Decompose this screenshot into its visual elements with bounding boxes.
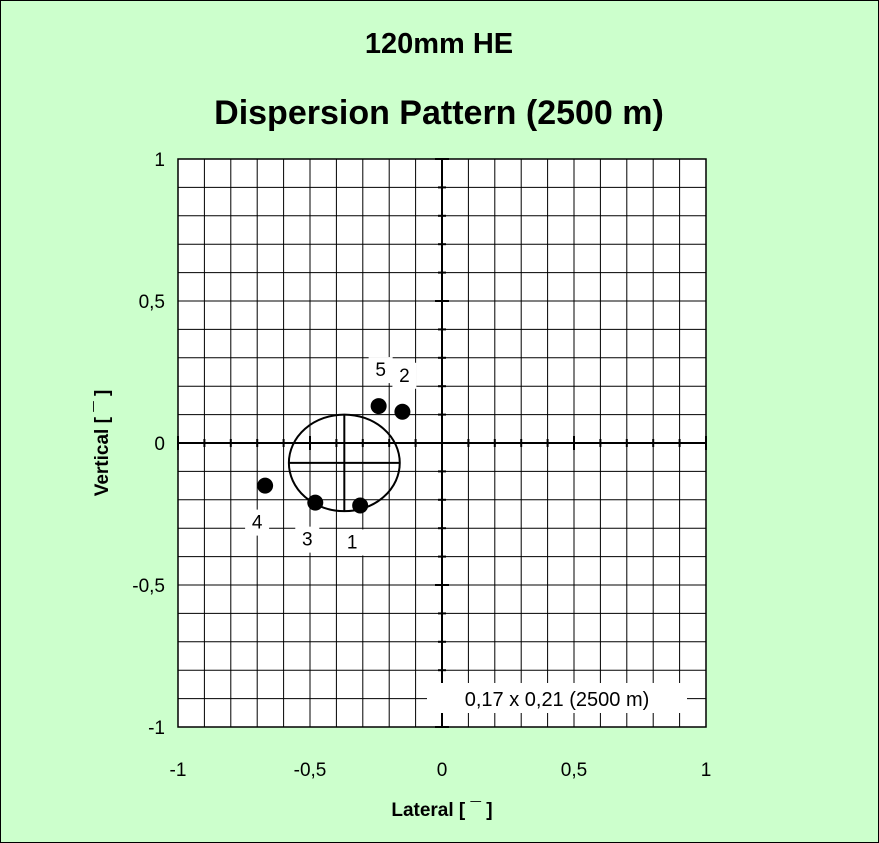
y-tick-label: -0,5 — [132, 576, 165, 597]
point-label: 4 — [252, 513, 263, 534]
y-tick-label: 0,5 — [139, 292, 165, 313]
data-point — [307, 494, 324, 511]
data-point — [394, 403, 411, 420]
x-tick-label: 0 — [437, 760, 448, 781]
annotation-box — [427, 683, 687, 713]
point-label: 5 — [375, 360, 386, 381]
y-axis-title: Vertical [ ¯ ] — [92, 390, 113, 497]
x-axis-title: Lateral [ ¯ ] — [391, 800, 492, 821]
data-point — [352, 497, 369, 514]
point-label-bg — [295, 526, 320, 553]
data-point — [370, 398, 387, 415]
annotation-group: 0,17 x 0,21 (2500 m) — [427, 683, 687, 713]
x-tick-label: -1 — [170, 760, 187, 781]
point-label-bg — [392, 362, 417, 389]
point-label-bg — [245, 509, 270, 536]
y-tick-label: 1 — [154, 150, 165, 171]
zero-axes — [177, 158, 707, 728]
point-label-bg — [340, 529, 365, 556]
x-tick-labels: -1 -0,5 0 0,5 1 — [170, 760, 712, 781]
dispersion-ellipse-group — [287, 413, 401, 513]
y-tick-label: 0 — [154, 434, 165, 455]
chart-title: 120mm HE — [365, 28, 513, 60]
x-tick-label: 0,5 — [561, 760, 587, 781]
x-tick-label: 1 — [701, 760, 712, 781]
data-point — [257, 477, 274, 494]
point-label: 1 — [347, 532, 358, 553]
chart-subtitle: Dispersion Pattern (2500 m) — [214, 94, 664, 132]
y-tick-labels: 1 0,5 0 -0,5 -1 — [132, 150, 165, 739]
data-points: 1 2 3 4 5 — [245, 357, 417, 556]
point-label-bg — [368, 357, 393, 384]
x-tick-label: -0,5 — [294, 760, 327, 781]
point-label: 3 — [302, 530, 313, 551]
point-label: 2 — [399, 366, 410, 387]
annotation-text: 0,17 x 0,21 (2500 m) — [465, 689, 650, 711]
y-tick-label: -1 — [148, 718, 165, 739]
